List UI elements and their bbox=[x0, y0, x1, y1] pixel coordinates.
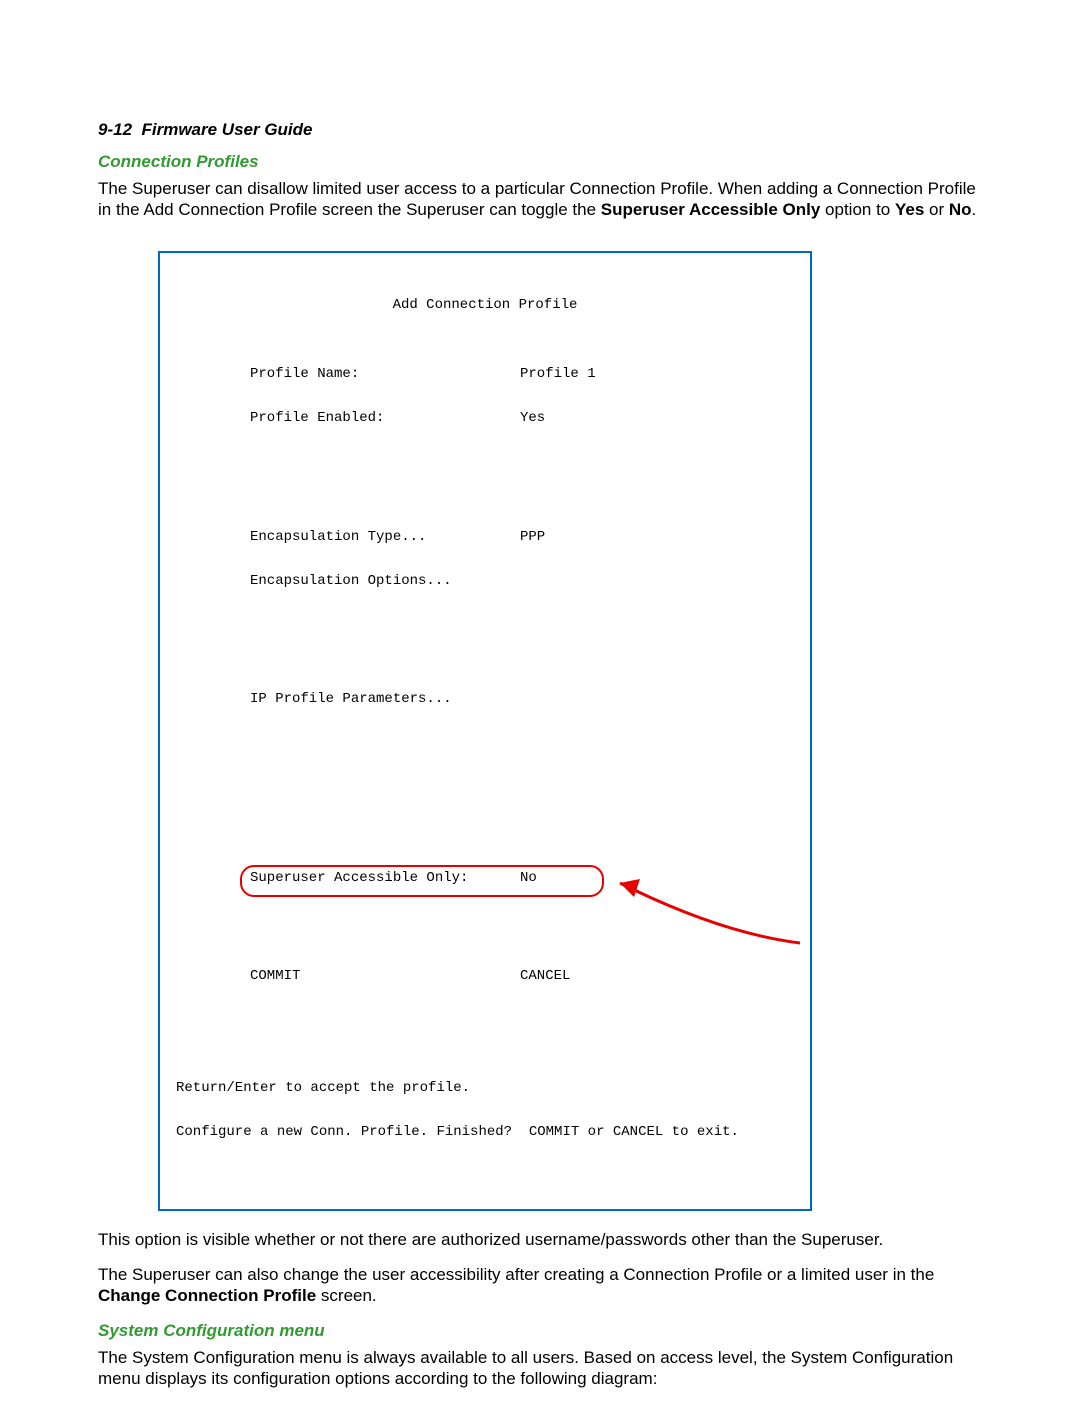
terminal-screenshot: Add Connection Profile Profile Name: Pro… bbox=[158, 251, 812, 1211]
cancel-button[interactable]: CANCEL bbox=[520, 969, 570, 984]
terminal-buttons: COMMIT CANCEL bbox=[170, 969, 800, 984]
section-title-connection-profiles: Connection Profiles bbox=[98, 152, 990, 172]
terminal-row: Encapsulation Options... bbox=[170, 574, 800, 589]
page-header: 9-12 Firmware User Guide bbox=[98, 120, 990, 140]
doc-title: Firmware User Guide bbox=[141, 120, 312, 139]
bold-yes: Yes bbox=[895, 200, 924, 219]
terminal-title: Add Connection Profile bbox=[170, 298, 800, 313]
para-after-terminal-1: This option is visible whether or not th… bbox=[98, 1229, 990, 1250]
commit-button[interactable]: COMMIT bbox=[250, 969, 520, 984]
highlight-region: Superuser Accessible Only: No bbox=[240, 871, 800, 899]
terminal-row: IP Profile Parameters... bbox=[170, 692, 800, 707]
para-after-terminal-2: The Superuser can also change the user a… bbox=[98, 1264, 990, 1307]
bold-superuser-accessible-only: Superuser Accessible Only bbox=[601, 200, 821, 219]
terminal-row: Profile Enabled: Yes bbox=[170, 411, 800, 426]
arrow-icon bbox=[600, 863, 820, 953]
section-title-system-config: System Configuration menu bbox=[98, 1321, 990, 1341]
highlight-value: No bbox=[520, 871, 537, 886]
page-ref: 9-12 bbox=[98, 120, 132, 139]
terminal-row: Profile Name: Profile 1 bbox=[170, 367, 800, 382]
para-connection-profiles: The Superuser can disallow limited user … bbox=[98, 178, 990, 221]
terminal-footer: Return/Enter to accept the profile. Conf… bbox=[176, 1052, 800, 1170]
document-page: 9-12 Firmware User Guide Connection Prof… bbox=[0, 0, 1080, 1389]
bold-change-connection-profile: Change Connection Profile bbox=[98, 1286, 316, 1305]
terminal-row: Encapsulation Type... PPP bbox=[170, 530, 800, 545]
bold-no: No bbox=[949, 200, 972, 219]
highlight-label: Superuser Accessible Only: bbox=[250, 871, 468, 886]
para-system-config: The System Configuration menu is always … bbox=[98, 1347, 990, 1390]
